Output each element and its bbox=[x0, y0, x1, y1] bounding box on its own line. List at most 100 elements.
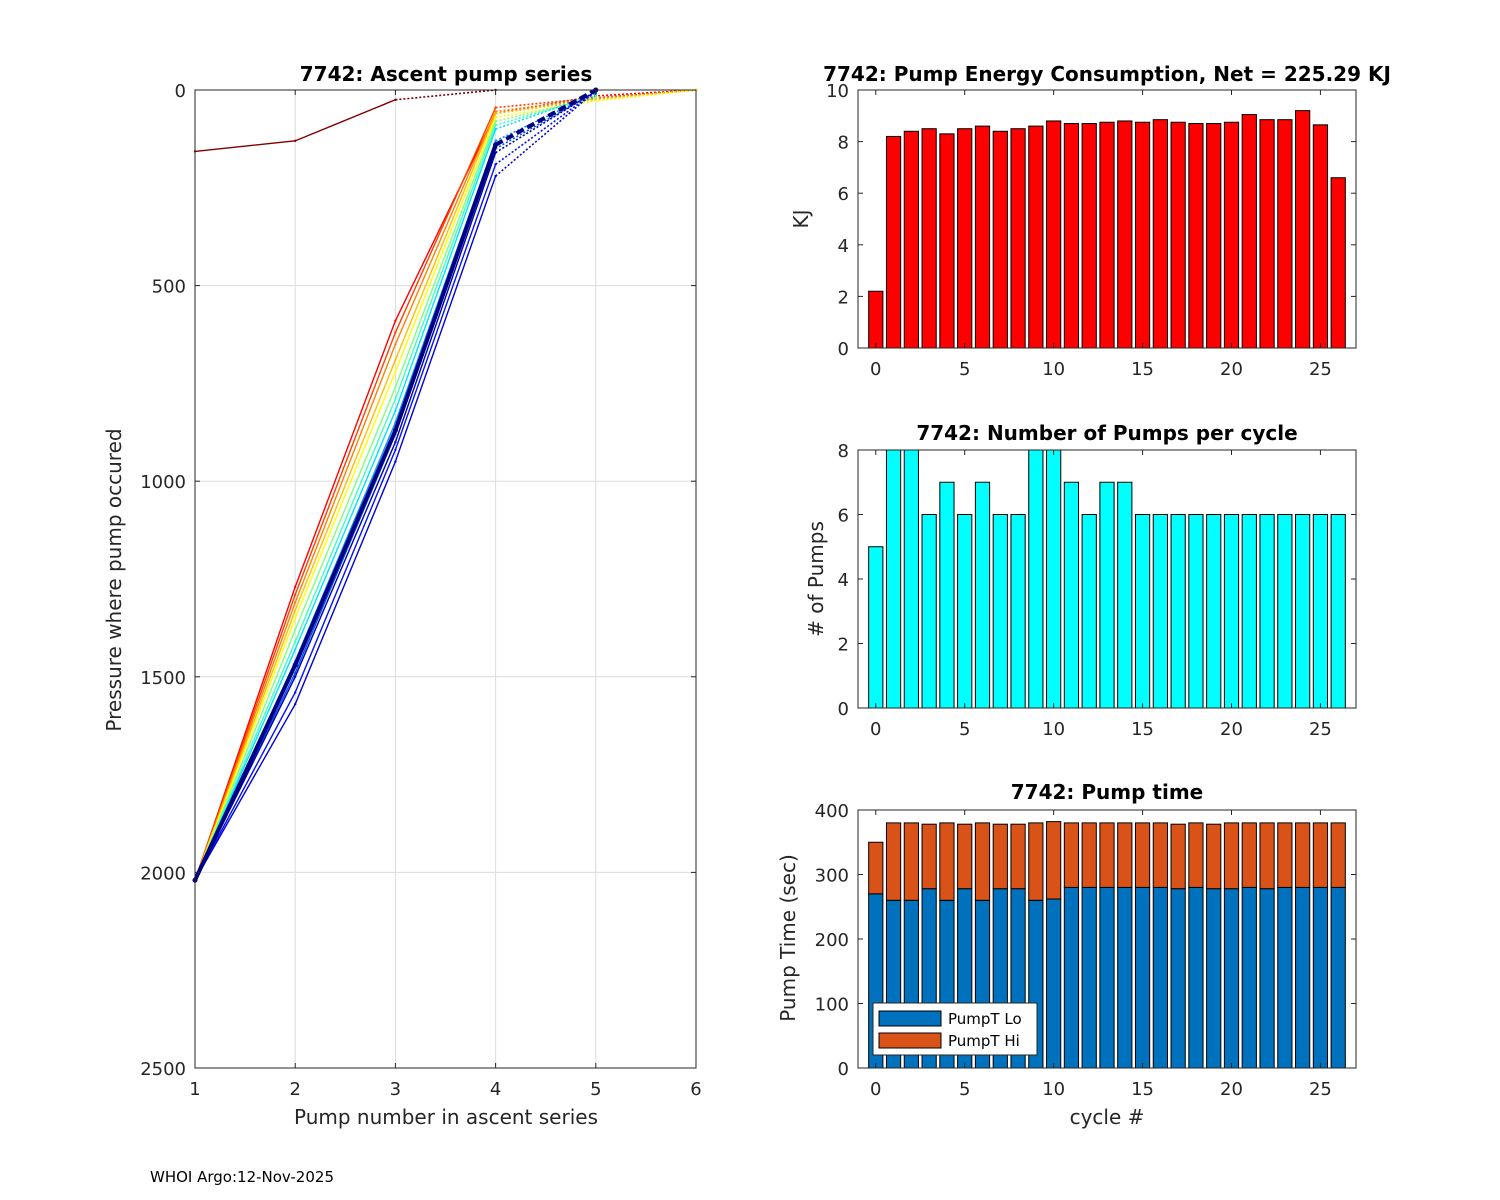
energy-bar bbox=[1117, 120, 1133, 349]
pumps-xtick-label: 10 bbox=[1042, 719, 1065, 740]
pump-time-chart-ylabel: Pump Time (sec) bbox=[776, 854, 800, 1022]
pumps-bar bbox=[1081, 514, 1097, 709]
pump-time-bar-hi bbox=[992, 823, 1008, 890]
pumps-bar bbox=[1099, 481, 1115, 709]
ascent-ytick-label: 500 bbox=[152, 277, 186, 298]
pumps-ytick-label: 4 bbox=[838, 570, 849, 591]
energy-bar bbox=[1223, 121, 1240, 349]
pumps-bar bbox=[1134, 514, 1151, 709]
ascent-series-line bbox=[194, 113, 497, 881]
ascent-series-dotted-line bbox=[495, 90, 597, 177]
pump-time-bar-hi bbox=[1312, 822, 1329, 888]
ascent-series-dotted-line bbox=[495, 90, 597, 154]
pump-time-bar-lo bbox=[1277, 886, 1293, 1069]
ascent-series-point bbox=[494, 116, 497, 119]
energy-bar bbox=[1152, 119, 1168, 349]
pump-time-bar-lo bbox=[1170, 888, 1186, 1069]
ascent-series-point bbox=[394, 98, 397, 101]
energy-xtick-label: 0 bbox=[870, 359, 881, 380]
ascent-series-line bbox=[194, 113, 497, 881]
energy-bar bbox=[1330, 177, 1346, 349]
pumps-xtick-label: 0 bbox=[870, 719, 881, 740]
ascent-xtick-label: 4 bbox=[490, 1079, 501, 1100]
pump-time-ytick-label: 0 bbox=[838, 1059, 849, 1080]
legend-label: PumpT Lo bbox=[948, 1010, 1022, 1028]
ascent-chart-xlabel: Pump number in ascent series bbox=[294, 1105, 598, 1129]
pumps-xtick-label: 25 bbox=[1309, 719, 1332, 740]
ascent-series-point bbox=[394, 358, 397, 362]
ascent-series-dotted-line bbox=[495, 93, 597, 130]
ascent-series-line bbox=[194, 164, 497, 881]
energy-bar bbox=[1241, 114, 1257, 349]
energy-bar bbox=[992, 130, 1008, 349]
pump-time-bar-lo bbox=[1081, 886, 1097, 1069]
pumps-bar bbox=[957, 514, 973, 709]
ascent-ytick-label: 2000 bbox=[140, 863, 186, 884]
energy-bar bbox=[885, 135, 902, 349]
ascent-xtick-label: 2 bbox=[289, 1079, 300, 1100]
ascent-series-point bbox=[294, 139, 297, 143]
pump-time-bar-hi bbox=[1170, 823, 1186, 890]
legend-swatch-lo bbox=[878, 1010, 942, 1027]
ascent-series-point bbox=[294, 702, 297, 706]
ascent-series-point bbox=[494, 106, 497, 109]
pump-time-bar-lo bbox=[1134, 886, 1151, 1069]
pumps-ytick-label: 0 bbox=[838, 699, 849, 720]
ascent-series-point bbox=[494, 127, 497, 131]
pump-time-bar-hi bbox=[974, 822, 991, 901]
pumps-xtick-label: 15 bbox=[1131, 719, 1154, 740]
ascent-series-point bbox=[394, 440, 397, 444]
pump-time-bar-hi bbox=[1046, 821, 1062, 900]
pumps-bar bbox=[868, 546, 884, 709]
pump-time-bar-hi bbox=[1206, 823, 1222, 890]
energy-xtick-label: 25 bbox=[1309, 359, 1332, 380]
pump-time-xtick-label: 15 bbox=[1131, 1079, 1154, 1100]
pump-time-bar-lo bbox=[1188, 886, 1204, 1069]
ascent-series-point bbox=[494, 110, 497, 113]
ascent-series-point bbox=[494, 112, 497, 115]
ascent-series-point bbox=[394, 343, 397, 346]
energy-bar bbox=[1081, 123, 1097, 349]
pump-time-xtick-label: 5 bbox=[959, 1079, 970, 1100]
pumps-bar bbox=[939, 481, 955, 709]
energy-bar bbox=[1010, 128, 1026, 349]
ascent-series-dotted-line bbox=[494, 88, 597, 147]
footer-text: WHOI Argo:12-Nov-2025 bbox=[150, 1168, 334, 1186]
ascent-series-point bbox=[292, 662, 298, 668]
ascent-xtick-label: 6 bbox=[690, 1079, 701, 1100]
ascent-series-point bbox=[494, 163, 497, 166]
pumps-bar bbox=[1188, 514, 1204, 709]
ascent-series-point bbox=[394, 448, 397, 452]
ascent-series-point bbox=[493, 142, 499, 148]
ascent-series-line bbox=[194, 175, 497, 881]
pumps-chart-ylabel: # of Pumps bbox=[804, 521, 828, 637]
ascent-series-point bbox=[494, 174, 497, 178]
pumps-bar bbox=[1223, 514, 1240, 709]
energy-bar bbox=[1277, 119, 1293, 349]
ascent-xtick-label: 5 bbox=[590, 1079, 601, 1100]
ascent-series-line bbox=[194, 111, 497, 881]
pump-time-bar-hi bbox=[1152, 822, 1168, 888]
pump-time-bar-hi bbox=[1277, 822, 1293, 888]
ascent-series-point bbox=[494, 120, 497, 123]
ascent-series-point bbox=[294, 609, 297, 612]
pumps-ytick-label: 6 bbox=[838, 506, 849, 527]
ascent-series-line bbox=[194, 121, 497, 881]
pump-time-bar-lo bbox=[1330, 886, 1346, 1069]
ascent-ytick-label: 0 bbox=[175, 81, 186, 102]
ascent-series-dotted-line bbox=[495, 90, 597, 165]
energy-bar bbox=[957, 128, 973, 349]
ascent-series-point bbox=[294, 601, 297, 604]
pumps-bar bbox=[974, 481, 991, 709]
pump-time-bar-lo bbox=[1206, 888, 1222, 1069]
pumps-bar bbox=[1063, 481, 1080, 709]
energy-ytick-label: 6 bbox=[838, 184, 849, 205]
pumps-bar bbox=[921, 514, 937, 709]
energy-bar bbox=[1206, 123, 1222, 349]
energy-bar bbox=[868, 290, 884, 349]
ascent-series-point bbox=[392, 427, 398, 433]
energy-chart-title: 7742: Pump Energy Consumption, Net = 225… bbox=[823, 62, 1391, 86]
pump-time-bar-lo bbox=[1099, 886, 1115, 1069]
